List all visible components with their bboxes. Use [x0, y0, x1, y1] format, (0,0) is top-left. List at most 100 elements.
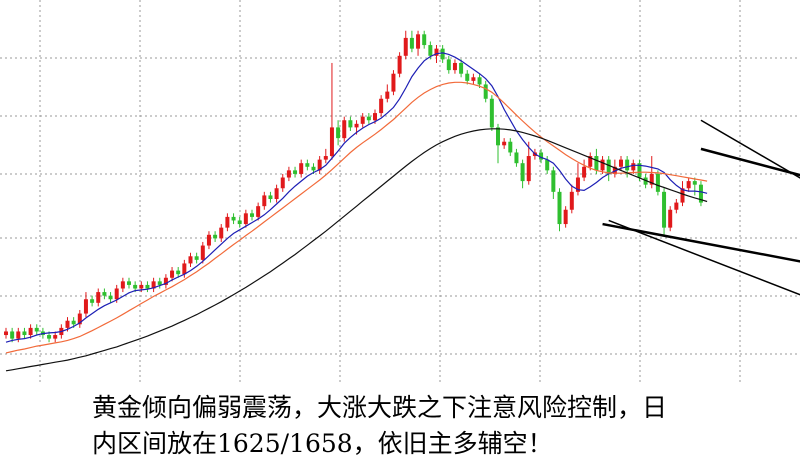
candle-body: [194, 256, 199, 260]
candle-body: [77, 313, 82, 325]
candle-body: [213, 234, 218, 239]
candle-body: [22, 331, 27, 336]
grid-lines: [0, 0, 800, 384]
candle-body: [102, 292, 107, 296]
candle-body: [483, 84, 488, 99]
candle-body: [71, 320, 76, 325]
candle-body: [526, 156, 531, 182]
candle-body: [397, 55, 402, 74]
candle-body: [594, 156, 599, 171]
candle-body: [655, 173, 660, 192]
candle-body: [465, 73, 470, 81]
candle-body: [151, 281, 156, 289]
candle-body: [422, 34, 427, 46]
candle-body: [360, 116, 365, 124]
candle-body: [16, 331, 21, 339]
candle-body: [588, 156, 593, 167]
candle-body: [96, 292, 101, 303]
candle-body: [133, 284, 138, 289]
caption-line-2: 内区间放在1625/1658，依旧主多辅空！: [92, 429, 553, 458]
candle-body: [262, 195, 267, 207]
candle-body: [293, 170, 298, 174]
commentary-caption: 黄金倾向偏弱震荡，大涨大跌之下注意风险控制，日 内区间放在1625/1658，依…: [92, 390, 792, 462]
candle-body: [286, 170, 291, 178]
candle-body: [569, 191, 574, 210]
candle-body: [28, 327, 33, 336]
candle-body: [489, 98, 494, 128]
candle-body: [692, 181, 697, 185]
candle-body: [65, 320, 70, 328]
candle-body: [348, 120, 353, 128]
ma-slow-line: [5, 128, 708, 372]
candle-body: [575, 177, 580, 192]
candle-body: [200, 245, 205, 260]
trend-line: [608, 219, 800, 296]
candle-body: [662, 191, 667, 228]
candle-body: [4, 331, 8, 336]
candle-body: [10, 331, 15, 339]
candle-body: [545, 159, 550, 171]
candle-body: [668, 209, 673, 228]
candle-body: [582, 166, 587, 178]
candle-body: [551, 170, 556, 192]
moving-average-lines: [5, 52, 708, 372]
candle-body: [336, 127, 341, 139]
candle-body: [225, 216, 230, 228]
candle-body: [323, 156, 328, 160]
candle-body: [409, 37, 414, 49]
candle-body: [643, 177, 648, 185]
candle-body: [250, 213, 254, 217]
candle-body: [176, 270, 181, 275]
candle-body: [139, 284, 144, 289]
candle-body: [385, 91, 390, 99]
candle-body: [90, 299, 95, 303]
candle-body: [606, 159, 611, 174]
candle-body: [477, 77, 482, 85]
candle-body: [514, 152, 519, 164]
candle-body: [237, 220, 242, 225]
candle-body: [637, 163, 642, 178]
candle-body: [446, 59, 451, 71]
candle-body: [539, 152, 544, 160]
candle-body: [311, 166, 316, 171]
candle-body: [274, 188, 279, 199]
candle-body: [108, 295, 113, 300]
candle-body: [53, 335, 58, 339]
candle-body: [502, 141, 507, 146]
candle-body: [170, 270, 175, 278]
candle-body: [163, 277, 168, 285]
candle-body: [600, 159, 605, 171]
ma-fast-line: [5, 52, 708, 343]
candle-body: [649, 173, 654, 185]
candle-body: [182, 263, 187, 275]
candle-body: [329, 127, 334, 157]
candle-body: [34, 327, 39, 332]
candle-body: [698, 184, 703, 203]
candle-body: [379, 98, 384, 114]
candlestick-series: [4, 30, 703, 343]
candle-body: [268, 195, 273, 199]
candle-body: [188, 256, 193, 264]
candle-body: [366, 116, 371, 121]
candle-body: [459, 62, 464, 74]
candle-body: [508, 141, 513, 153]
candle-body: [373, 113, 377, 121]
trend-arrow: [602, 222, 800, 263]
candle-body: [317, 159, 322, 171]
candle-body: [83, 299, 88, 314]
candle-body: [631, 163, 636, 171]
candle-body: [428, 45, 433, 56]
candle-body: [403, 37, 408, 56]
candle-body: [520, 163, 525, 182]
candle-body: [127, 281, 131, 285]
caption-line-1: 黄金倾向偏弱震荡，大涨大跌之下注意风险控制，日: [92, 393, 668, 422]
candle-body: [114, 288, 119, 300]
candle-body: [496, 127, 500, 146]
candle-body: [157, 281, 162, 285]
candle-body: [440, 48, 445, 60]
candle-body: [342, 120, 347, 139]
candle-body: [434, 48, 439, 56]
candle-body: [145, 284, 150, 289]
candle-body: [557, 191, 562, 225]
candle-body: [391, 73, 396, 92]
